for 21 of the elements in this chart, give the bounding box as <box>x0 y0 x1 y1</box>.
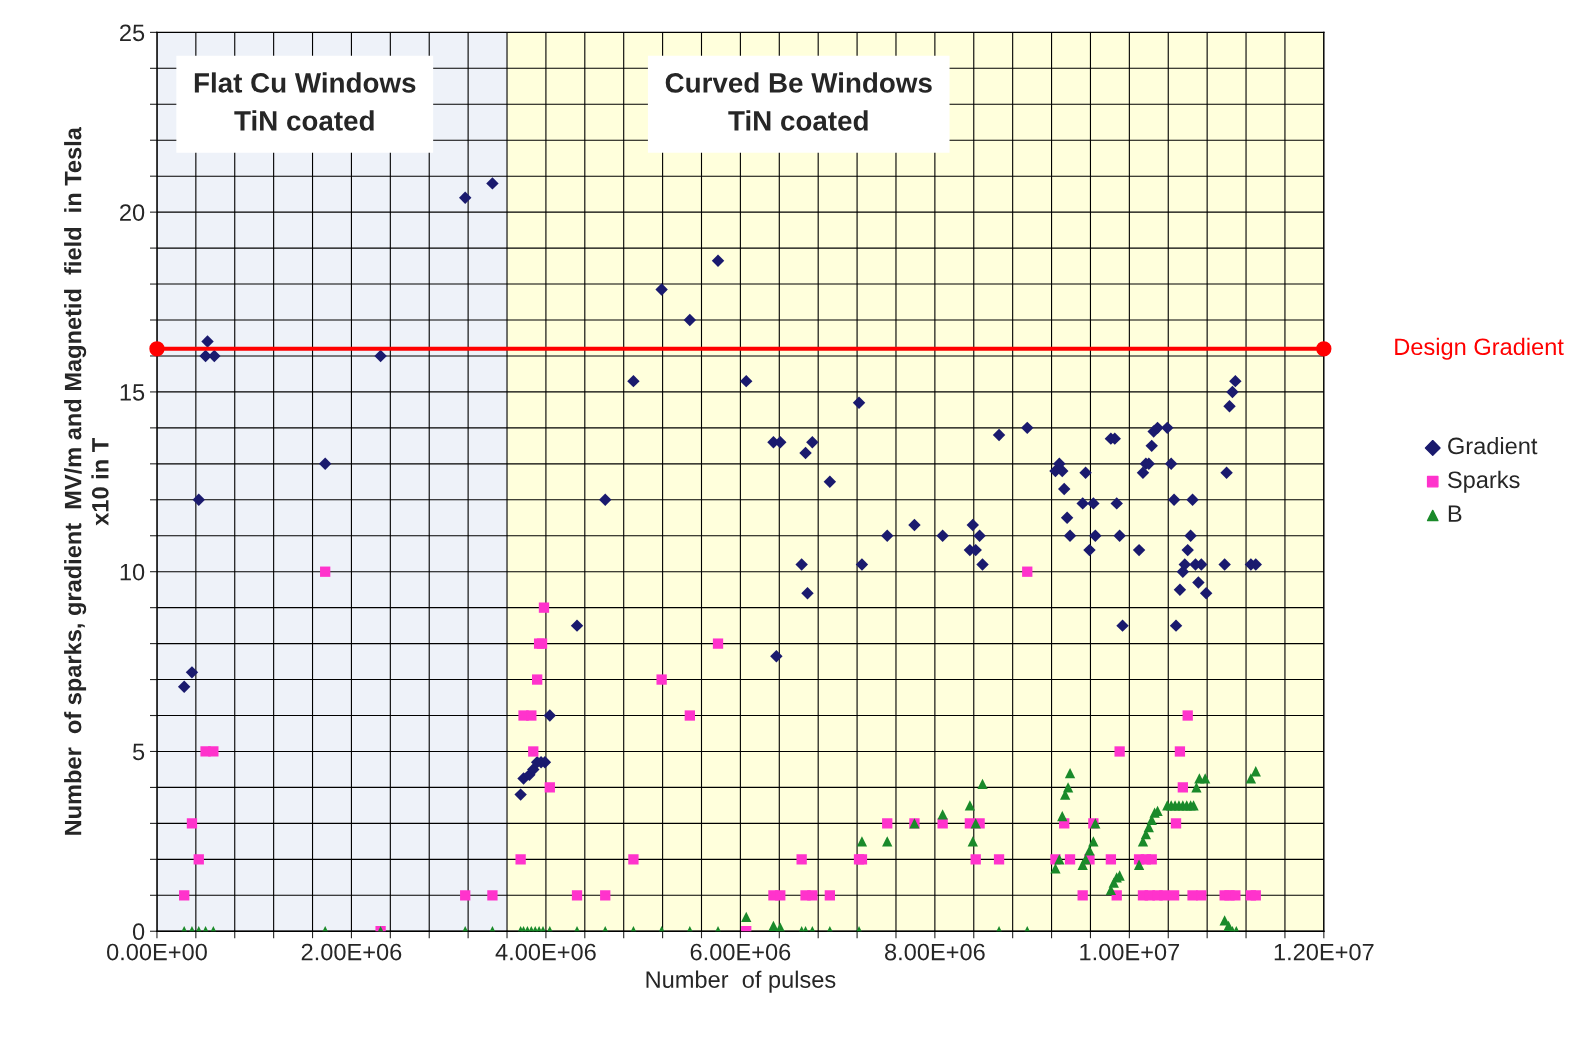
y-tick-label: 15 <box>120 384 145 401</box>
x-tick-label: 2.00E+06 <box>301 943 402 961</box>
legend-label: Sparks <box>1447 470 1520 493</box>
band-label: Curved Be Windows TiN coated <box>665 72 932 131</box>
y-tick-label: 5 <box>132 743 145 761</box>
x-tick-label: 1.00E+07 <box>1080 943 1180 961</box>
legend-label: B <box>1448 505 1462 522</box>
x-tick-label: 4.00E+06 <box>495 943 596 961</box>
x-tick-label: 0.00E+00 <box>107 943 207 961</box>
x-tick-label: 1.20E+07 <box>1274 943 1374 961</box>
text: Design Gradient <box>1395 337 1564 360</box>
y-tick-label: 25 <box>120 24 145 42</box>
y-tick-label: 20 <box>120 204 145 221</box>
y-axis-title: Number of sparks, gradient MV/m and Magnetid field in Tesla x10 in T <box>64 126 109 835</box>
x-axis-title: Number of pulses <box>646 970 836 993</box>
x-tick-label: 8.00E+06 <box>885 943 985 961</box>
y-tick-label: 10 <box>120 563 145 581</box>
legend-label: Gradient <box>1448 436 1538 455</box>
band-label: Flat Cu Windows TiN coated <box>194 72 416 131</box>
x-tick-label: 6.00E+06 <box>690 943 791 961</box>
y-tick-label: 0 <box>132 923 145 941</box>
